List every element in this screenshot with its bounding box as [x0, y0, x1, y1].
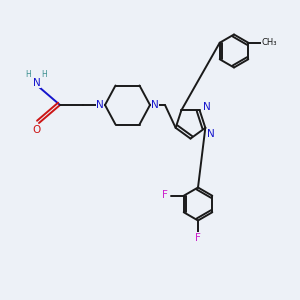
Text: N: N	[33, 77, 41, 88]
Text: H: H	[41, 70, 47, 79]
Text: N: N	[151, 100, 159, 110]
Text: N: N	[207, 129, 214, 140]
Text: O: O	[32, 124, 41, 135]
Text: CH₃: CH₃	[262, 38, 277, 47]
Text: N: N	[203, 102, 211, 112]
Text: F: F	[162, 190, 168, 200]
Text: N: N	[96, 100, 104, 110]
Text: H: H	[26, 70, 32, 79]
Text: F: F	[195, 233, 201, 243]
